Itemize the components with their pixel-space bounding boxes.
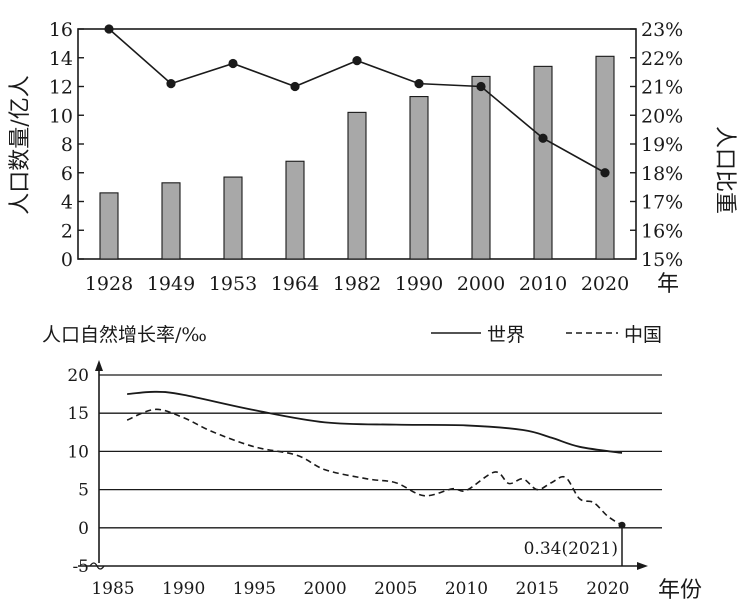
population-bar-1982: [347, 111, 367, 260]
y-axis-arrowhead: [95, 360, 103, 371]
right-y-tick-label: 18%: [641, 163, 683, 185]
right-y-tick-label: 19%: [641, 134, 683, 156]
left-y-tick-label: 10: [49, 105, 73, 127]
population-bar-2000: [471, 75, 491, 260]
bottom-y-ticks: -5 0 5 10 15 20: [67, 366, 89, 577]
x-axis-label: 年: [657, 272, 679, 297]
left-y-ticks: 0 2 4 6 8 10 12 14 16: [49, 19, 84, 271]
x-tick-label-2020: 2020: [581, 273, 629, 295]
left-y-tick-label: 8: [61, 134, 73, 156]
population-bar-2010: [533, 65, 553, 260]
world-line: [127, 390, 623, 454]
x-axis-arrowhead: [637, 562, 648, 570]
share-marker-2010: [538, 133, 548, 143]
bottom-y-tick-label: 15: [67, 404, 89, 424]
share-marker-1964: [290, 81, 300, 92]
x-tick-label-1949: 1949: [147, 273, 195, 295]
share-marker-1949: [166, 79, 176, 89]
population-bar-1964: [285, 160, 305, 260]
population-bar-1990: [409, 96, 429, 260]
legend: 世界 中国: [431, 324, 662, 346]
left-y-axis-label: 人口数量/亿人: [8, 75, 33, 214]
horizontal-gridlines: [99, 374, 662, 529]
share-marker-2000: [476, 81, 486, 92]
x-tick-label-2000: 2000: [457, 273, 505, 295]
bottom-x-ticks: 1985 1990 1995 2000 2005 2010 2015 2020: [91, 579, 629, 599]
growth-rate-chart: 人口自然增长率/‰ 世界 中国 -5 0 5 10 15 20 1985 1990 1995 2…: [42, 324, 702, 603]
bottom-y-tick-label: 20: [67, 366, 89, 386]
right-y-tick-label: 20%: [641, 105, 683, 127]
x-tick-label-1990: 1990: [395, 273, 443, 295]
bottom-x-tick-label: 2015: [516, 579, 559, 599]
bar-series: [99, 55, 615, 260]
population-bar-1949: [161, 182, 181, 260]
bottom-x-tick-label: 2000: [303, 579, 346, 599]
x-tick-labels: 1928 1949 1953 1964 1982 1990 2000 2010 2020: [85, 273, 629, 295]
bottom-y-tick-label: 0: [78, 519, 89, 539]
share-markers: [104, 24, 610, 178]
right-y-axis-label: 人口比重: [712, 126, 737, 214]
right-y-tick-label: 21%: [641, 77, 683, 99]
share-marker-1928: [104, 24, 114, 34]
left-y-tick-label: 14: [49, 48, 73, 70]
x-tick-label-1982: 1982: [333, 273, 381, 295]
bottom-x-tick-label: 1985: [91, 579, 134, 599]
x-tick-label-1964: 1964: [271, 273, 319, 295]
x-tick-label-1953: 1953: [209, 273, 257, 295]
share-marker-1990: [414, 79, 424, 89]
right-y-tick-label: 15%: [641, 249, 683, 271]
bottom-x-tick-label: 1990: [162, 579, 205, 599]
population-chart: 0 2 4 6 8 10 12 14 16 15% 16% 17% 18% 19% 20% 21% 22% 23…: [8, 19, 737, 297]
right-y-tick-label: 17%: [641, 192, 683, 214]
share-marker-1953: [228, 58, 238, 69]
legend-china-label: 中国: [624, 324, 662, 346]
bottom-x-axis-label: 年份: [658, 578, 702, 603]
right-y-ticks: 15% 16% 17% 18% 19% 20% 21% 22% 23%: [630, 19, 683, 271]
bottom-y-tick-label: 10: [67, 442, 89, 462]
left-y-tick-label: 6: [61, 163, 73, 185]
legend-world-label: 世界: [487, 324, 525, 346]
left-y-tick-label: 12: [49, 77, 73, 99]
population-bar-1953: [223, 176, 243, 260]
x-tick-label-1928: 1928: [85, 273, 133, 295]
x-tick-label-2010: 2010: [519, 273, 567, 295]
bottom-x-tick-label: 1995: [233, 579, 276, 599]
right-y-tick-label: 23%: [641, 19, 683, 41]
right-y-tick-label: 16%: [641, 220, 683, 242]
bottom-y-tick-label: 5: [78, 481, 89, 501]
left-y-tick-label: 2: [61, 220, 73, 242]
annotation-label: 0.34(2021): [524, 539, 618, 559]
share-marker-1982: [352, 56, 362, 66]
share-marker-2020: [600, 168, 610, 178]
left-y-tick-label: 16: [49, 19, 73, 41]
bottom-x-tick-label: 2005: [374, 579, 417, 599]
bottom-x-tick-label: 2020: [586, 579, 629, 599]
population-bar-2020: [595, 55, 615, 260]
bottom-x-tick-label: 2010: [445, 579, 488, 599]
right-y-tick-label: 22%: [641, 48, 683, 70]
left-y-tick-label: 0: [61, 249, 73, 271]
china-line: [126, 408, 623, 526]
left-y-tick-label: 4: [61, 192, 73, 214]
bottom-y-tick-label: -5: [72, 557, 89, 577]
bottom-y-axis-label: 人口自然增长率/‰: [42, 324, 207, 346]
population-bar-1928: [99, 192, 119, 260]
